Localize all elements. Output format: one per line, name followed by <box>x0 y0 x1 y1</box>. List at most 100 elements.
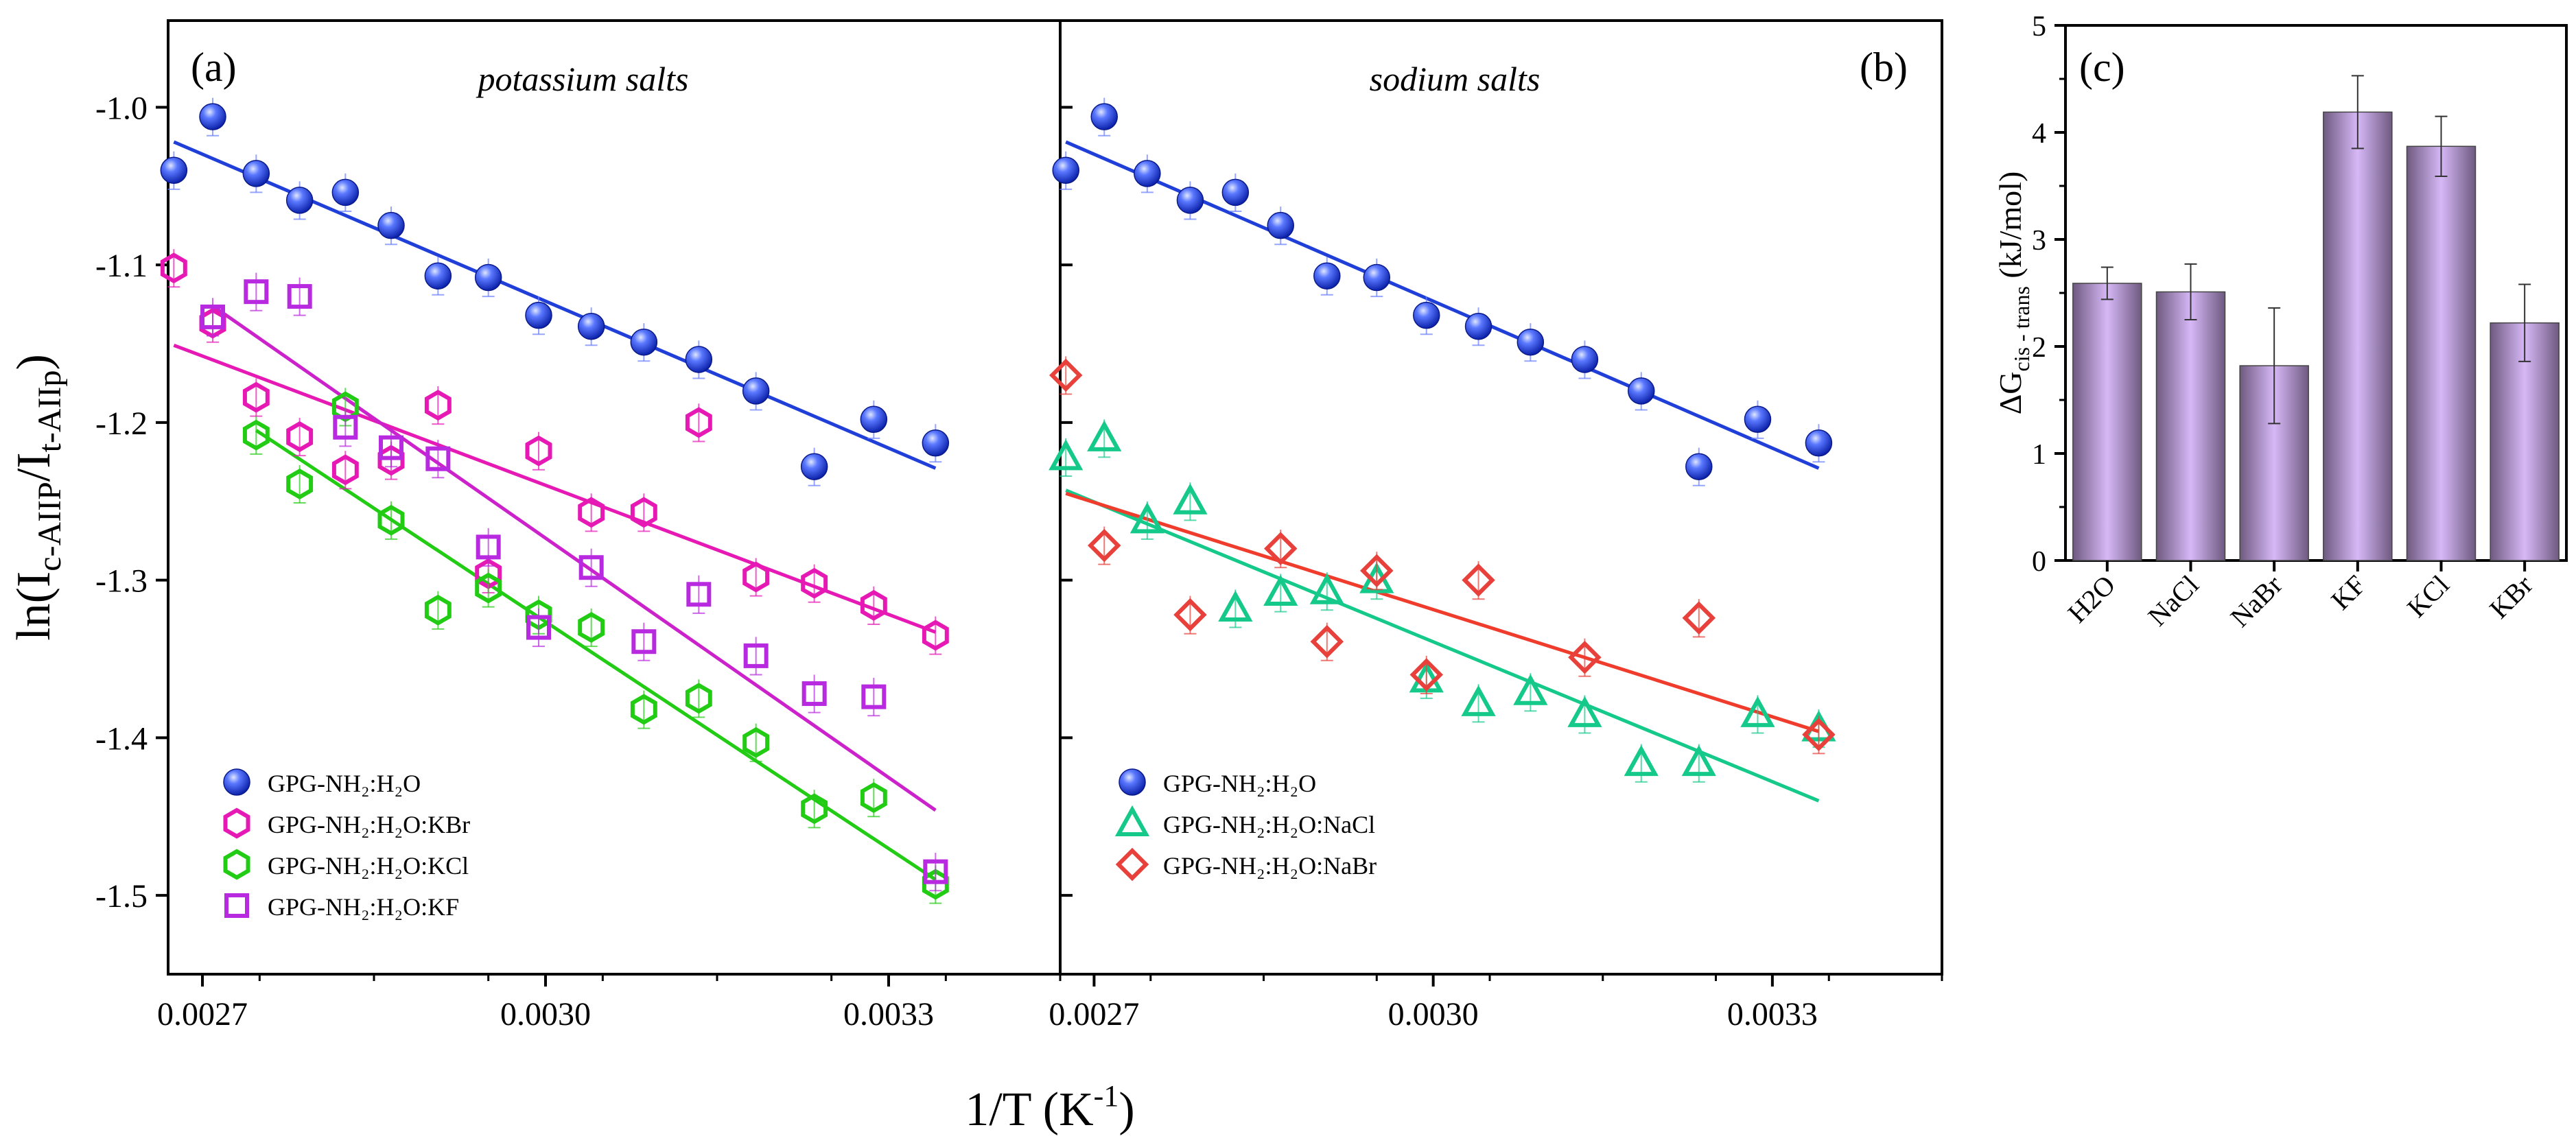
data-point <box>1134 160 1161 187</box>
data-point <box>578 497 605 528</box>
data-point <box>331 178 360 206</box>
data-point <box>424 390 452 421</box>
data-point <box>922 619 949 651</box>
y-tick-label: -1.0 <box>95 90 148 126</box>
data-point <box>1264 532 1298 565</box>
data-point <box>1218 590 1253 622</box>
bar <box>2406 145 2477 561</box>
panel-a-label: (a) <box>191 45 237 90</box>
data-point <box>1310 624 1344 659</box>
data-point <box>377 211 405 239</box>
data-point <box>1088 528 1121 563</box>
data-point <box>742 561 770 593</box>
data-point <box>578 612 605 643</box>
data-point <box>1049 439 1084 471</box>
data-point <box>1464 312 1492 340</box>
data-point <box>160 156 188 185</box>
data-point <box>800 453 828 480</box>
data-point <box>286 469 314 499</box>
data-point <box>242 160 270 187</box>
data-point <box>377 504 405 536</box>
y-tick-label: -1.2 <box>95 405 148 442</box>
data-point <box>742 377 770 405</box>
data-point <box>1173 483 1208 515</box>
panel-c-y-axis-label: ΔGcis - trans (kJ/mol) <box>1993 172 2034 415</box>
data-point <box>1517 328 1545 356</box>
bar <box>2072 283 2142 561</box>
panel-c: 0 1 2 3 4 5 H2O NaCl NaBr KF KCl KBr <box>2032 11 2560 633</box>
legend-label: GPG-NH₂:H₂O:NaCl <box>1163 811 1375 838</box>
data-point <box>860 589 887 621</box>
data-point <box>1624 744 1659 777</box>
data-point <box>242 419 270 451</box>
data-point <box>331 454 359 486</box>
fit-line <box>255 429 937 882</box>
legend-label: GPG-NH₂:H₂O <box>1163 770 1316 797</box>
y-tick-label: 1 <box>2032 439 2046 471</box>
data-point <box>286 421 314 452</box>
data-point <box>1567 696 1602 727</box>
data-point <box>1221 178 1250 206</box>
data-point <box>743 643 769 668</box>
legend-label: GPG-NH₂:H₂O:KCl <box>268 852 469 880</box>
data-point <box>475 572 502 604</box>
fit-line <box>1065 140 1820 470</box>
data-point <box>1409 658 1444 692</box>
x-axis-label: 1/T (K-1) <box>965 1079 1134 1136</box>
data-point <box>474 263 502 292</box>
legend-marker <box>223 849 250 880</box>
y-tick-label: 4 <box>2032 118 2046 150</box>
x-tick-label: 0.0030 <box>500 996 591 1032</box>
data-point <box>1571 346 1599 373</box>
data-point <box>526 615 551 640</box>
data-point <box>742 727 770 758</box>
data-point <box>285 187 314 214</box>
data-point <box>801 567 828 599</box>
data-point <box>801 793 828 825</box>
y-tick-label: -1.5 <box>95 878 148 914</box>
data-point <box>1568 640 1602 674</box>
legend-marker <box>223 807 250 839</box>
legend-marker <box>1115 847 1149 882</box>
panel-b-title: sodium salts <box>1370 60 1541 98</box>
data-point <box>425 446 451 471</box>
data-point <box>861 684 887 709</box>
y-tick-label: 5 <box>2032 11 2046 43</box>
data-point <box>923 859 948 884</box>
data-point <box>1176 187 1204 214</box>
legend-marker <box>1119 768 1146 796</box>
panel-c-label: (c) <box>2079 45 2125 90</box>
y-tick-label: 2 <box>2032 332 2046 364</box>
fit-line <box>173 343 937 634</box>
x-tick-label: KBr <box>2483 569 2539 625</box>
legend-label: GPG-NH₂:H₂O:KBr <box>268 811 470 838</box>
data-point <box>577 312 605 340</box>
data-point <box>1309 573 1344 604</box>
data-point <box>525 301 552 329</box>
y-axis-label: ln(Ic-AIIP/It-AIIp) <box>8 354 68 641</box>
x-tick-label: H2O <box>2061 569 2121 629</box>
fit-line <box>1065 491 1820 733</box>
x-tick-label: NaCl <box>2142 569 2205 633</box>
data-point <box>860 405 888 434</box>
fit-line <box>1065 488 1820 803</box>
x-tick-label: 0.0027 <box>1049 996 1139 1032</box>
data-point <box>476 534 501 560</box>
bar <box>2323 111 2393 561</box>
data-point <box>801 681 827 707</box>
panel-b: 0.0027 0.0030 0.0033 GPG-NH₂:H₂O GPG-NH₂:H₂O… <box>1049 97 1943 1032</box>
x-tick-label: 0.0030 <box>1388 996 1479 1032</box>
data-point <box>1087 420 1122 451</box>
data-point <box>1513 674 1548 705</box>
data-point <box>860 782 887 814</box>
data-point <box>631 629 657 654</box>
data-point <box>525 435 552 467</box>
legend-label: GPG-NH₂:H₂O:KF <box>268 893 459 921</box>
panel-a: 0.0027 0.0030 0.0033 -1.0 -1.1 -1.2 -1.3 -1.4 -1… <box>95 90 1062 1032</box>
x-tick-label: 0.0033 <box>843 996 934 1032</box>
data-point <box>630 328 658 356</box>
data-point <box>1090 103 1118 130</box>
data-point <box>1173 598 1207 632</box>
fit-line <box>211 304 937 812</box>
data-point <box>1462 563 1495 597</box>
